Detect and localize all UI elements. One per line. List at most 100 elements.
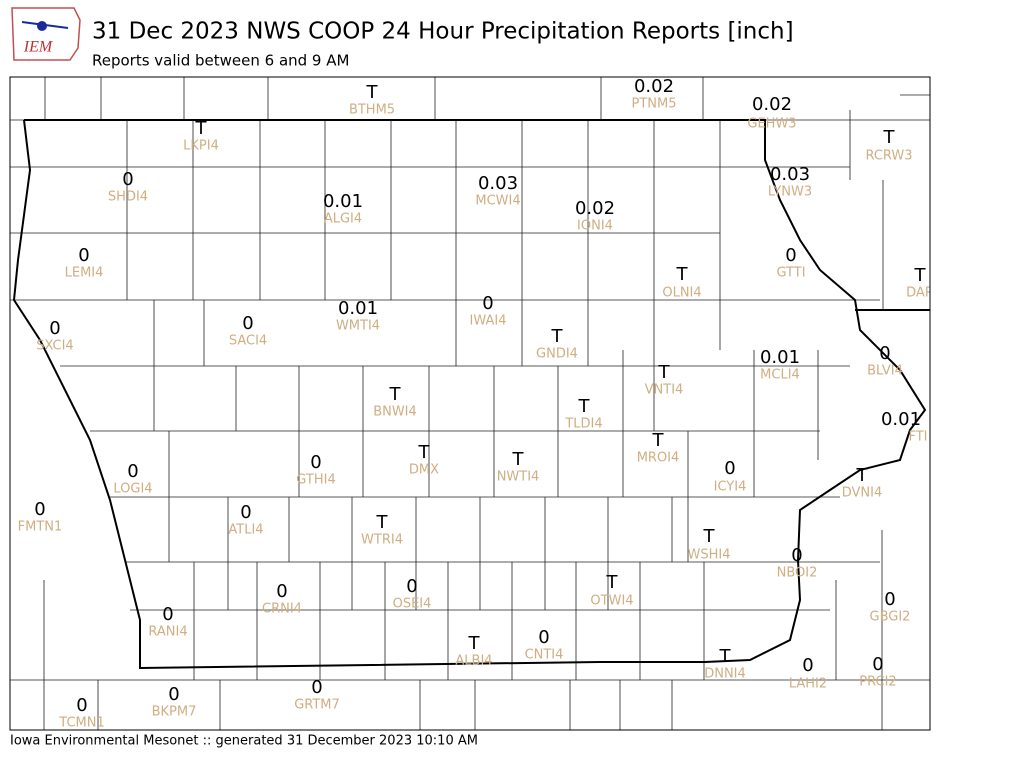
station-id: BKPM7 <box>152 705 197 720</box>
station-id: SACI4 <box>229 334 267 349</box>
station-value: 0 <box>785 245 796 266</box>
station-id: PRCI2 <box>859 675 896 690</box>
station-id: ALGI4 <box>324 212 362 227</box>
station-value: 0 <box>802 655 813 676</box>
state-border <box>12 119 927 670</box>
station-value: 0.01 <box>338 298 378 319</box>
station-value: 0 <box>240 502 251 523</box>
station-id: NBOI2 <box>777 566 818 581</box>
station-value: T <box>389 384 402 405</box>
station-value: 0.03 <box>770 164 810 185</box>
station-id: WTRI4 <box>361 533 403 548</box>
station-value: 0 <box>406 576 417 597</box>
station-id: ICYI4 <box>714 480 747 495</box>
station-id: SHDI4 <box>108 190 148 205</box>
station-id: SXCI4 <box>36 339 73 354</box>
station-value: 0 <box>168 684 179 705</box>
station-value: 0 <box>538 627 549 648</box>
station-id: NWTI4 <box>497 470 540 485</box>
station-value: 0 <box>724 458 735 479</box>
station-value: 0 <box>122 169 133 190</box>
station-id: RCRW3 <box>865 149 912 164</box>
station-id: WMTI4 <box>336 319 380 334</box>
station-value: T <box>883 127 896 148</box>
station-id: FMTN1 <box>18 520 63 535</box>
station-value: 0 <box>276 581 287 602</box>
station-id: DAR <box>906 286 934 301</box>
station-value: T <box>578 396 591 417</box>
station-id: MCLI4 <box>760 368 800 383</box>
station-value: 0.01 <box>881 409 921 430</box>
station-value: 0 <box>872 654 883 675</box>
station-id: DNNI4 <box>704 667 746 682</box>
station-id: MCWI4 <box>475 194 520 209</box>
station-id: GBGI2 <box>870 610 911 625</box>
station-id: OLNI4 <box>662 286 701 301</box>
station-id: PTNM5 <box>632 97 677 112</box>
station-id: IWAI4 <box>470 314 507 329</box>
station-id: CRNI4 <box>262 602 302 617</box>
station-value: 0 <box>49 318 60 339</box>
station-id: DVNI4 <box>842 486 883 501</box>
station-value: 0 <box>78 245 89 266</box>
station-id: BLVI4 <box>867 364 903 379</box>
station-value: T <box>719 646 732 667</box>
station-value: T <box>468 633 481 654</box>
station-id: LAHI2 <box>789 677 827 692</box>
station-id: BTHM5 <box>349 103 395 118</box>
station-value: 0.01 <box>760 347 800 368</box>
station-id: TLDI4 <box>564 417 602 432</box>
station-id: BNWI4 <box>373 405 417 420</box>
station-value: T <box>658 362 671 383</box>
station-value: T <box>195 118 208 139</box>
station-value: 0 <box>34 499 45 520</box>
station-value: 0 <box>127 461 138 482</box>
station-id: RANI4 <box>148 625 187 640</box>
station-value: 0.02 <box>752 94 792 115</box>
station-id: GTHI4 <box>296 473 335 488</box>
station-id: LYNW3 <box>768 185 812 200</box>
station-value: T <box>376 512 389 533</box>
station-value: 0 <box>482 293 493 314</box>
station-value: T <box>676 264 689 285</box>
station-id: GNDI4 <box>536 347 578 362</box>
station-value: T <box>703 526 716 547</box>
station-id: WSHI4 <box>688 548 731 563</box>
station-id: OSEI4 <box>393 597 432 612</box>
station-id: IONI4 <box>577 219 613 234</box>
station-value: 0 <box>879 343 890 364</box>
station-id: OTWI4 <box>590 594 633 609</box>
station-id: LOGI4 <box>113 482 152 497</box>
map-frame <box>9 76 931 731</box>
station-value: T <box>606 572 619 593</box>
station-value: T <box>512 449 525 470</box>
station-id: ALBI4 <box>455 654 492 669</box>
station-id: CNTI4 <box>525 648 564 663</box>
logo-text: IEM <box>23 39 54 56</box>
station-value: 0 <box>310 452 321 473</box>
station-id: TCMN1 <box>58 716 104 731</box>
map-title: 31 Dec 2023 NWS COOP 24 Hour Precipitati… <box>92 19 794 45</box>
station-value: T <box>418 442 431 463</box>
station-id: DMX <box>409 463 439 478</box>
station-id: MROI4 <box>637 451 680 466</box>
station-value: T <box>914 265 927 286</box>
station-id: ATLI4 <box>228 523 263 538</box>
station-value: 0.01 <box>323 191 363 212</box>
station-value: T <box>366 82 379 103</box>
station-id: GRTM7 <box>294 698 340 713</box>
footer: Iowa Environmental Mesonet :: generated … <box>10 734 478 749</box>
station-value: 0 <box>76 695 87 716</box>
station-id: VNTI4 <box>645 383 684 398</box>
station-value: T <box>652 430 665 451</box>
station-value: T <box>551 326 564 347</box>
logo: IEM <box>11 7 81 61</box>
station-value: 0.02 <box>575 198 615 219</box>
station-value: 0 <box>791 545 802 566</box>
station-value: 0.02 <box>634 76 674 97</box>
station-value: 0 <box>162 604 173 625</box>
station-value: T <box>856 465 869 486</box>
